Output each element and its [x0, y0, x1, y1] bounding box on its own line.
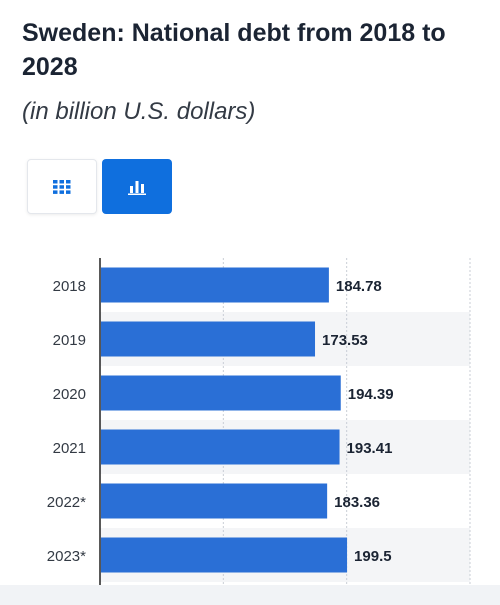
bar-2023p: [101, 537, 348, 573]
category-label: 2020: [53, 386, 86, 403]
category-label: 2018: [53, 278, 86, 295]
bar-2018: [101, 267, 329, 303]
chart-subtitle: (in billion U.S. dollars): [22, 98, 256, 125]
table-grid-icon: [53, 179, 71, 194]
bottom-strip: [0, 585, 500, 605]
bar-2022p: [101, 483, 328, 519]
chart-area: 2018 184.78 2019 173.53 2020 194.39 2021 193.41…: [0, 240, 500, 585]
bar-2021: [101, 429, 340, 465]
value-label: 173.53: [322, 332, 368, 349]
value-label: 199.5: [354, 548, 392, 565]
category-label: 2021: [53, 440, 86, 457]
chart-view-button[interactable]: [102, 159, 172, 214]
chart-title: Sweden: National debt from 2018 to 2028: [22, 19, 446, 81]
value-label: 184.78: [336, 278, 382, 295]
value-label: 194.39: [348, 386, 394, 403]
bar-chart: 2018 184.78 2019 173.53 2020 194.39 2021 193.41…: [47, 258, 471, 585]
bar-2020: [101, 375, 341, 411]
value-label: 183.36: [334, 494, 380, 511]
bar-2019: [101, 321, 316, 357]
category-label: 2022*: [47, 494, 86, 511]
category-label: 2023*: [47, 548, 86, 565]
value-label: 193.41: [347, 440, 393, 457]
table-view-button[interactable]: [27, 159, 97, 214]
bar-chart-icon: [128, 180, 146, 195]
category-label: 2019: [53, 332, 86, 349]
